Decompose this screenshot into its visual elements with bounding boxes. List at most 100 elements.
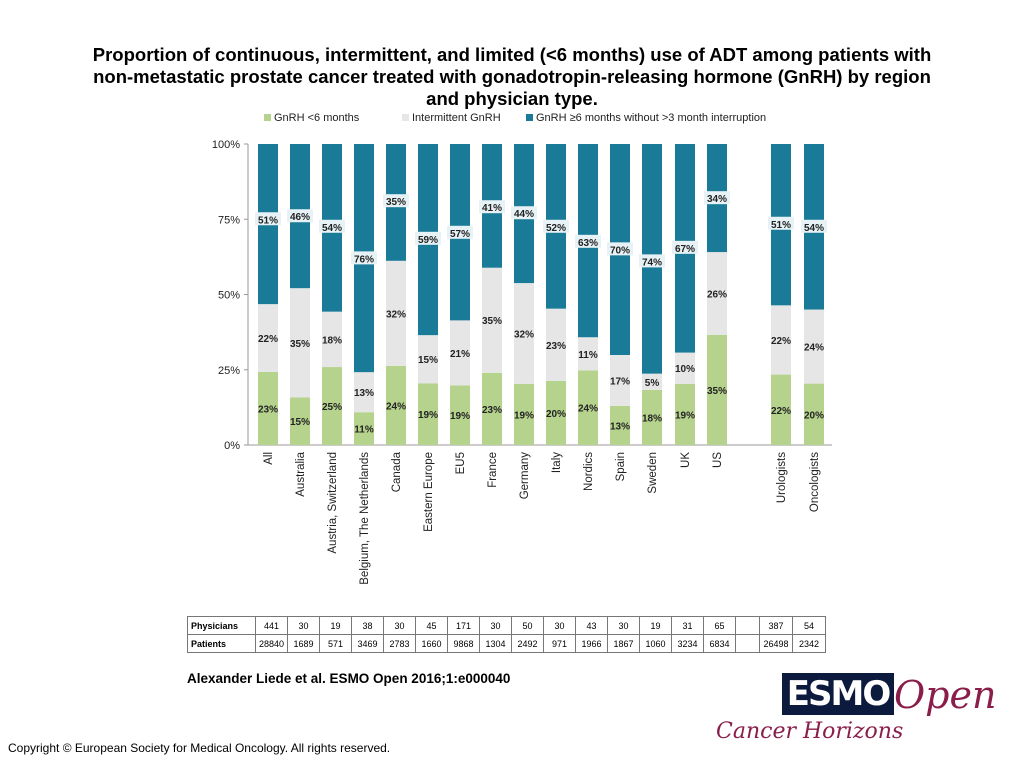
data-label: 24% [386,401,406,412]
chart-title: Proportion of continuous, intermittent, … [20,44,1004,110]
stacked-bar-chart: GnRH <6 months Intermittent GnRH GnRH ≥6 m… [212,112,832,585]
data-label: 23% [546,341,566,352]
data-label: 19% [450,411,470,422]
label-background [255,212,281,226]
x-tick-label: Australia [295,451,307,496]
x-tick-label: Nordics [583,452,595,491]
bar-segment [258,304,278,372]
label-background [801,219,827,233]
table-cell: 6834 [703,634,736,653]
bar-segment [482,372,502,445]
table-cell: 9868 [447,634,480,653]
bar-segment [546,380,566,445]
x-tick-label: Canada [391,451,403,492]
legend-swatch [264,114,271,121]
y-tick-label: 75% [218,214,240,226]
label-background [511,206,537,220]
data-label: 22% [771,406,791,417]
label-background [287,209,313,223]
table-cell: 54 [792,616,826,635]
x-tick-label: Sweden [647,452,659,494]
table-cell: 1689 [287,634,320,653]
data-label: 76% [354,254,374,265]
table-row: Physicians 441 30 19 38 30 45 171 30 50 30 43 30 19 31… [187,616,826,635]
data-label: 22% [771,336,791,347]
bar-segment [514,283,534,384]
label-background [575,234,601,248]
data-label: 54% [322,223,342,234]
x-tick-label: Oncologists [809,452,821,512]
title-line-3: and physician type. [426,88,598,109]
x-tick-label: UK [680,452,692,468]
bar-segment [578,337,598,371]
x-tick-label: Austria, Switzerland [327,452,339,554]
bar-segment [707,252,727,335]
open-logo-text: Open [894,673,997,717]
data-label: 17% [610,376,630,387]
legend-swatch [402,114,409,121]
table-cell: 2783 [383,634,416,653]
bar-segment [804,383,824,445]
x-tick-label: Urologists [776,452,788,503]
table-cell [735,634,760,653]
table-cell: 30 [607,616,640,635]
data-label: 35% [482,316,502,327]
table-cell: 50 [511,616,544,635]
table-cell [735,616,760,635]
table-cell: 3234 [671,634,704,653]
title-line-1: Proportion of continuous, intermittent, … [92,44,932,65]
data-label: 63% [578,238,598,249]
x-tick-label: All [263,452,275,465]
table-cell: 26498 [759,634,793,653]
esmo-open-logo: ESMO Open Cancer Horizons [716,673,996,748]
data-label: 51% [771,220,791,231]
label-background [447,225,473,239]
bar-segment [610,355,630,406]
table-cell: 971 [543,634,576,653]
label-background [415,231,441,245]
table-cell: 30 [287,616,320,635]
x-axis-labels: All Australia Austria, Switzerland Belgium,… [263,451,821,584]
label-background [704,191,730,205]
data-label: 13% [354,388,374,399]
bar-segment [450,385,470,445]
data-label: 5% [645,378,660,389]
bar-segment [322,311,342,368]
bar-segment [771,374,791,445]
data-label: 74% [642,257,662,268]
bar-segment [578,370,598,445]
bar-segment [482,267,502,373]
cancer-horizons-text: Cancer Horizons [716,719,904,744]
data-label: 15% [290,417,310,428]
label-background [351,251,377,265]
bar-segment [675,383,695,445]
bar-segment [610,405,630,445]
label-background [768,216,794,230]
table-row-header: Patients [187,634,256,653]
table-cell: 571 [319,634,352,653]
data-label: 11% [578,350,598,361]
data-label: 25% [322,402,342,413]
bar-segment [322,367,342,445]
data-label: 18% [322,335,342,346]
table-cell: 1867 [607,634,640,653]
table-cell: 1966 [575,634,608,653]
table-cell: 2342 [792,634,826,653]
legend-label: GnRH ≥6 months without >3 month interrup… [536,112,766,124]
table-cell: 1660 [415,634,448,653]
table-cell: 2492 [511,634,544,653]
data-label: 23% [258,404,278,415]
bar-segment [354,372,374,413]
data-label: 35% [290,339,310,350]
bar-segment [386,260,406,366]
data-label: 10% [675,364,695,375]
table-cell: 1060 [639,634,672,653]
bar-segment [450,320,470,386]
bar-segment [675,352,695,384]
data-label: 67% [675,244,695,255]
bar-segment [290,397,310,445]
data-label: 32% [514,329,534,340]
data-label: 19% [675,410,695,421]
esmo-logo-box: ESMO [782,673,894,715]
table-cell: 387 [759,616,793,635]
